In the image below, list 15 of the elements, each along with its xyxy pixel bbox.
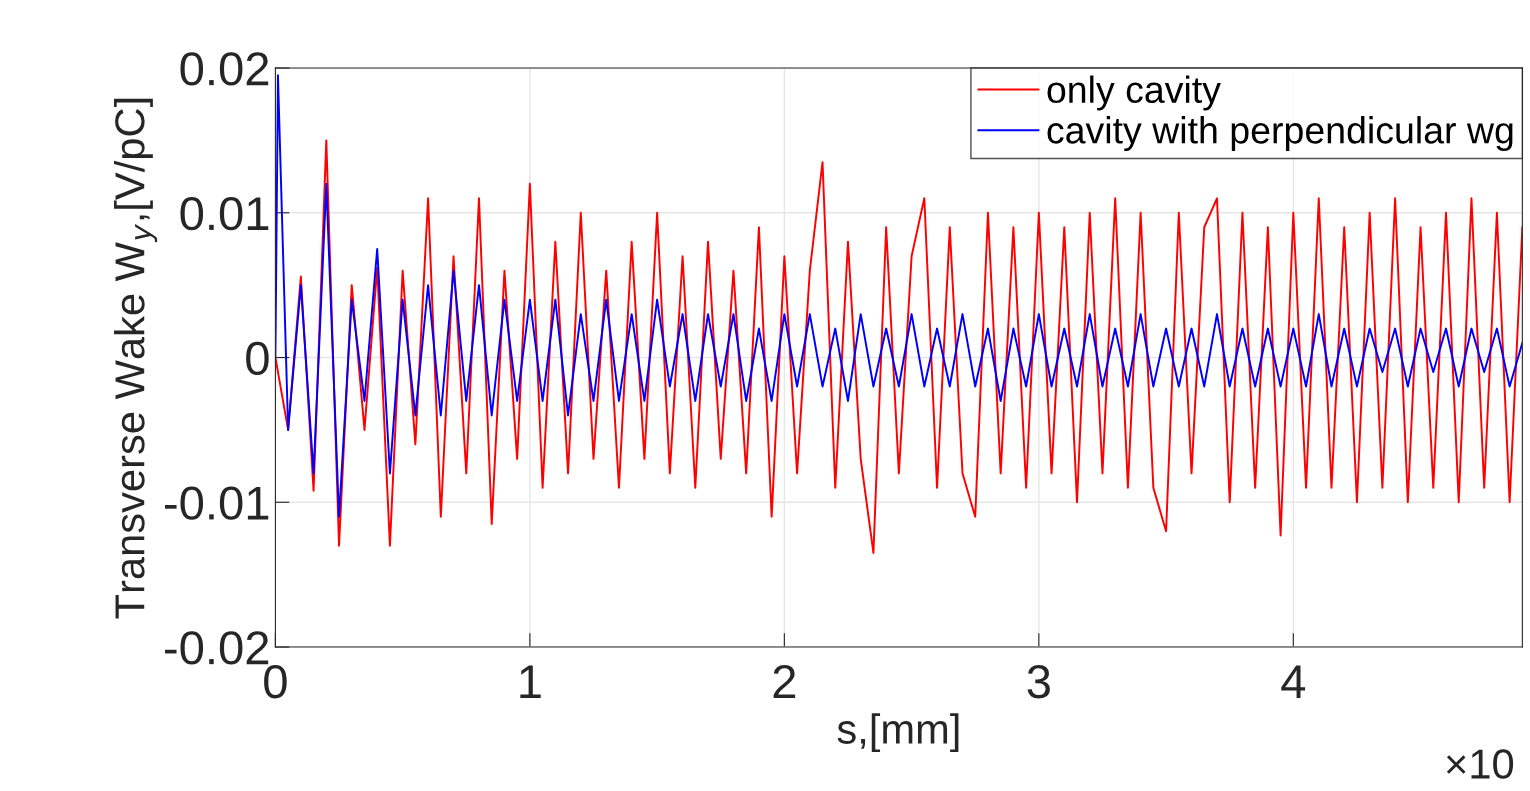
y-tick-label: 0.02 xyxy=(180,52,269,86)
x-tick-label: 4 xyxy=(1281,665,1306,698)
y-tick-label: 0 xyxy=(246,341,269,376)
x-tick-label: 2 xyxy=(773,664,796,698)
y-axis-title: Transverse Wake W$_{y}$,[V/pC] xyxy=(114,98,158,619)
x-tick-label: 3 xyxy=(1027,664,1050,699)
x-tick-label: 1 xyxy=(520,665,541,698)
x-axis-title: s,[mm] xyxy=(837,713,959,753)
y-tick-label: 0.01 xyxy=(180,196,269,231)
y-tick-label: -0.01 xyxy=(165,486,269,520)
legend-label: cavity with perpendicular wg xyxy=(1047,116,1513,152)
text: ×10 xyxy=(1446,749,1514,779)
legend-label: only cavity xyxy=(1047,75,1221,111)
line-series xyxy=(275,74,1523,518)
y-tick-label: -0.02 xyxy=(165,631,269,665)
